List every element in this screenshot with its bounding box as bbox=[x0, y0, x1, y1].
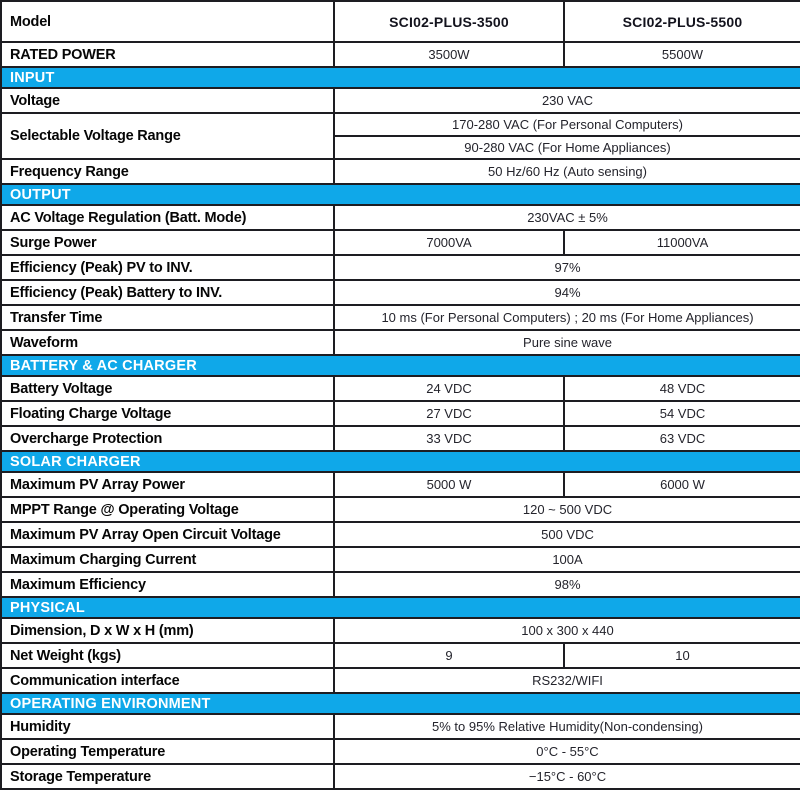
row-value: 6000 W bbox=[563, 471, 800, 498]
section-header: SOLAR CHARGER bbox=[0, 450, 800, 473]
row-value: Pure sine wave bbox=[333, 329, 800, 356]
row-value: 98% bbox=[333, 571, 800, 598]
row-value: −15°C - 60°C bbox=[333, 763, 800, 790]
section-header: OUTPUT bbox=[0, 183, 800, 206]
table-row-max-pv-array-power: Maximum PV Array Power 5000 W 6000 W bbox=[0, 471, 800, 498]
section-header: PHYSICAL bbox=[0, 596, 800, 619]
table-row-humidity: Humidity 5% to 95% Relative Humidity(Non… bbox=[0, 713, 800, 740]
row-value: 500 VDC bbox=[333, 521, 800, 548]
row-value: 10 bbox=[563, 642, 800, 669]
row-label: Efficiency (Peak) PV to INV. bbox=[0, 254, 335, 281]
row-label: Selectable Voltage Range bbox=[0, 112, 335, 160]
row-value: 63 VDC bbox=[563, 425, 800, 452]
row-value: 230 VAC bbox=[333, 87, 800, 114]
row-label: Operating Temperature bbox=[0, 738, 335, 765]
row-label: Maximum PV Array Power bbox=[0, 471, 335, 498]
table-row-net-weight: Net Weight (kgs) 9 10 bbox=[0, 642, 800, 669]
table-row-floating-charge-voltage: Floating Charge Voltage 27 VDC 54 VDC bbox=[0, 400, 800, 427]
row-label: Surge Power bbox=[0, 229, 335, 256]
row-value: 97% bbox=[333, 254, 800, 281]
table-row-efficiency-pv: Efficiency (Peak) PV to INV. 97% bbox=[0, 254, 800, 281]
row-value: 100 x 300 x 440 bbox=[333, 617, 800, 644]
model-name-3500: SCI02-PLUS-3500 bbox=[333, 0, 565, 43]
table-row-overcharge-protection: Overcharge Protection 33 VDC 63 VDC bbox=[0, 425, 800, 452]
row-value: 24 VDC bbox=[333, 375, 565, 402]
row-value: 120 ~ 500 VDC bbox=[333, 496, 800, 523]
row-label: Overcharge Protection bbox=[0, 425, 335, 452]
table-row-max-charging-current: Maximum Charging Current 100A bbox=[0, 546, 800, 573]
section-header: OPERATING ENVIRONMENT bbox=[0, 692, 800, 715]
row-value: 48 VDC bbox=[563, 375, 800, 402]
row-value: RS232/WIFI bbox=[333, 667, 800, 694]
row-label: Maximum PV Array Open Circuit Voltage bbox=[0, 521, 335, 548]
row-label: Frequency Range bbox=[0, 158, 335, 185]
row-value: 94% bbox=[333, 279, 800, 306]
section-row-input: INPUT bbox=[0, 66, 800, 89]
row-label: Dimension, D x W x H (mm) bbox=[0, 617, 335, 644]
row-value: 27 VDC bbox=[333, 400, 565, 427]
row-label: Net Weight (kgs) bbox=[0, 642, 335, 669]
table-row-battery-voltage: Battery Voltage 24 VDC 48 VDC bbox=[0, 375, 800, 402]
row-label: MPPT Range @ Operating Voltage bbox=[0, 496, 335, 523]
table-row-ac-voltage-regulation: AC Voltage Regulation (Batt. Mode) 230VA… bbox=[0, 204, 800, 231]
row-label: Waveform bbox=[0, 329, 335, 356]
row-value: 9 bbox=[333, 642, 565, 669]
row-label: Floating Charge Voltage bbox=[0, 400, 335, 427]
row-label: Storage Temperature bbox=[0, 763, 335, 790]
table-row-model-header: Model SCI02-PLUS-3500 SCI02-PLUS-5500 bbox=[0, 0, 800, 43]
row-value: 100A bbox=[333, 546, 800, 573]
table-row-operating-temperature: Operating Temperature 0°C - 55°C bbox=[0, 738, 800, 765]
row-value: 5000 W bbox=[333, 471, 565, 498]
row-value: 54 VDC bbox=[563, 400, 800, 427]
model-header-label: Model bbox=[0, 0, 335, 43]
row-value: 5% to 95% Relative Humidity(Non-condensi… bbox=[333, 713, 800, 740]
row-label: Communication interface bbox=[0, 667, 335, 694]
section-header: BATTERY & AC CHARGER bbox=[0, 354, 800, 377]
table-row-rated-power: RATED POWER 3500W 5500W bbox=[0, 41, 800, 68]
row-value: 3500W bbox=[333, 41, 565, 68]
section-row-battery-ac-charger: BATTERY & AC CHARGER bbox=[0, 354, 800, 377]
section-header: INPUT bbox=[0, 66, 800, 89]
section-row-physical: PHYSICAL bbox=[0, 596, 800, 619]
row-label: Efficiency (Peak) Battery to INV. bbox=[0, 279, 335, 306]
row-label: Maximum Efficiency bbox=[0, 571, 335, 598]
table-row-voltage: Voltage 230 VAC bbox=[0, 87, 800, 114]
table-row-storage-temperature: Storage Temperature −15°C - 60°C bbox=[0, 763, 800, 790]
row-value: 0°C - 55°C bbox=[333, 738, 800, 765]
row-label: Transfer Time bbox=[0, 304, 335, 331]
row-value: 50 Hz/60 Hz (Auto sensing) bbox=[333, 158, 800, 185]
row-label: AC Voltage Regulation (Batt. Mode) bbox=[0, 204, 335, 231]
row-value: 10 ms (For Personal Computers) ; 20 ms (… bbox=[333, 304, 800, 331]
table-row-transfer-time: Transfer Time 10 ms (For Personal Comput… bbox=[0, 304, 800, 331]
row-value: 7000VA bbox=[333, 229, 565, 256]
section-row-solar-charger: SOLAR CHARGER bbox=[0, 450, 800, 473]
table-row-waveform: Waveform Pure sine wave bbox=[0, 329, 800, 356]
row-label: RATED POWER bbox=[0, 41, 335, 68]
section-row-output: OUTPUT bbox=[0, 183, 800, 206]
section-row-operating-environment: OPERATING ENVIRONMENT bbox=[0, 692, 800, 715]
table-row-selectable-voltage-range: Selectable Voltage Range 170-280 VAC (Fo… bbox=[0, 112, 800, 160]
table-row-efficiency-battery: Efficiency (Peak) Battery to INV. 94% bbox=[0, 279, 800, 306]
row-label: Maximum Charging Current bbox=[0, 546, 335, 573]
table-row-max-efficiency: Maximum Efficiency 98% bbox=[0, 571, 800, 598]
row-value: 170-280 VAC (For Personal Computers) bbox=[333, 112, 800, 137]
table-row-max-pv-open-circuit-voltage: Maximum PV Array Open Circuit Voltage 50… bbox=[0, 521, 800, 548]
row-label: Humidity bbox=[0, 713, 335, 740]
model-name-5500: SCI02-PLUS-5500 bbox=[563, 0, 800, 43]
row-value: 11000VA bbox=[563, 229, 800, 256]
row-label: Battery Voltage bbox=[0, 375, 335, 402]
row-label: Voltage bbox=[0, 87, 335, 114]
table-row-mppt-range: MPPT Range @ Operating Voltage 120 ~ 500… bbox=[0, 496, 800, 523]
row-value: 230VAC ± 5% bbox=[333, 204, 800, 231]
table-row-surge-power: Surge Power 7000VA 11000VA bbox=[0, 229, 800, 256]
row-value: 90-280 VAC (For Home Appliances) bbox=[333, 135, 800, 160]
table-row-dimension: Dimension, D x W x H (mm) 100 x 300 x 44… bbox=[0, 617, 800, 644]
table-row-frequency-range: Frequency Range 50 Hz/60 Hz (Auto sensin… bbox=[0, 158, 800, 185]
row-value: 33 VDC bbox=[333, 425, 565, 452]
table-row-selectable-voltage-range-2: 90-280 VAC (For Home Appliances) bbox=[1, 135, 800, 160]
table-row-communication-interface: Communication interface RS232/WIFI bbox=[0, 667, 800, 694]
row-value: 5500W bbox=[563, 41, 800, 68]
